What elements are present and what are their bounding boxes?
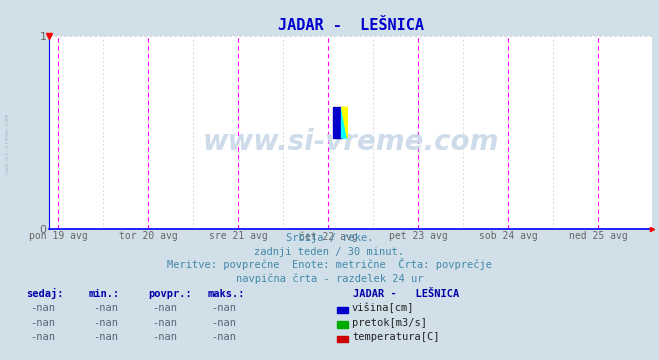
Text: -nan: -nan — [30, 318, 55, 328]
Text: min.:: min.: — [89, 289, 120, 299]
Text: pretok[m3/s]: pretok[m3/s] — [352, 318, 427, 328]
Text: -nan: -nan — [93, 318, 118, 328]
Text: www.si-vreme.com: www.si-vreme.com — [5, 114, 11, 174]
Bar — [333, 107, 341, 138]
Text: zadnji teden / 30 minut.: zadnji teden / 30 minut. — [254, 247, 405, 257]
Text: -nan: -nan — [152, 332, 177, 342]
Text: povpr.:: povpr.: — [148, 289, 192, 299]
Text: temperatura[C]: temperatura[C] — [352, 332, 440, 342]
Text: -nan: -nan — [30, 303, 55, 314]
Text: Srbija / reke.: Srbija / reke. — [286, 233, 373, 243]
Text: sedaj:: sedaj: — [26, 288, 64, 299]
Text: -nan: -nan — [212, 332, 237, 342]
Text: JADAR -   LEŠNICA: JADAR - LEŠNICA — [353, 289, 459, 299]
Text: Meritve: povprečne  Enote: metrične  Črta: povprečje: Meritve: povprečne Enote: metrične Črta:… — [167, 258, 492, 270]
Polygon shape — [341, 107, 347, 138]
Title: JADAR -  LEŠNICA: JADAR - LEŠNICA — [278, 18, 424, 33]
Text: višina[cm]: višina[cm] — [352, 303, 415, 314]
Text: -nan: -nan — [93, 332, 118, 342]
Text: -nan: -nan — [212, 318, 237, 328]
Text: -nan: -nan — [93, 303, 118, 314]
Text: -nan: -nan — [152, 318, 177, 328]
Text: -nan: -nan — [212, 303, 237, 314]
Text: navpična črta - razdelek 24 ur: navpična črta - razdelek 24 ur — [236, 273, 423, 284]
Text: www.si-vreme.com: www.si-vreme.com — [203, 128, 499, 156]
Text: -nan: -nan — [30, 332, 55, 342]
Polygon shape — [341, 107, 347, 138]
Text: maks.:: maks.: — [208, 289, 245, 299]
Text: -nan: -nan — [152, 303, 177, 314]
